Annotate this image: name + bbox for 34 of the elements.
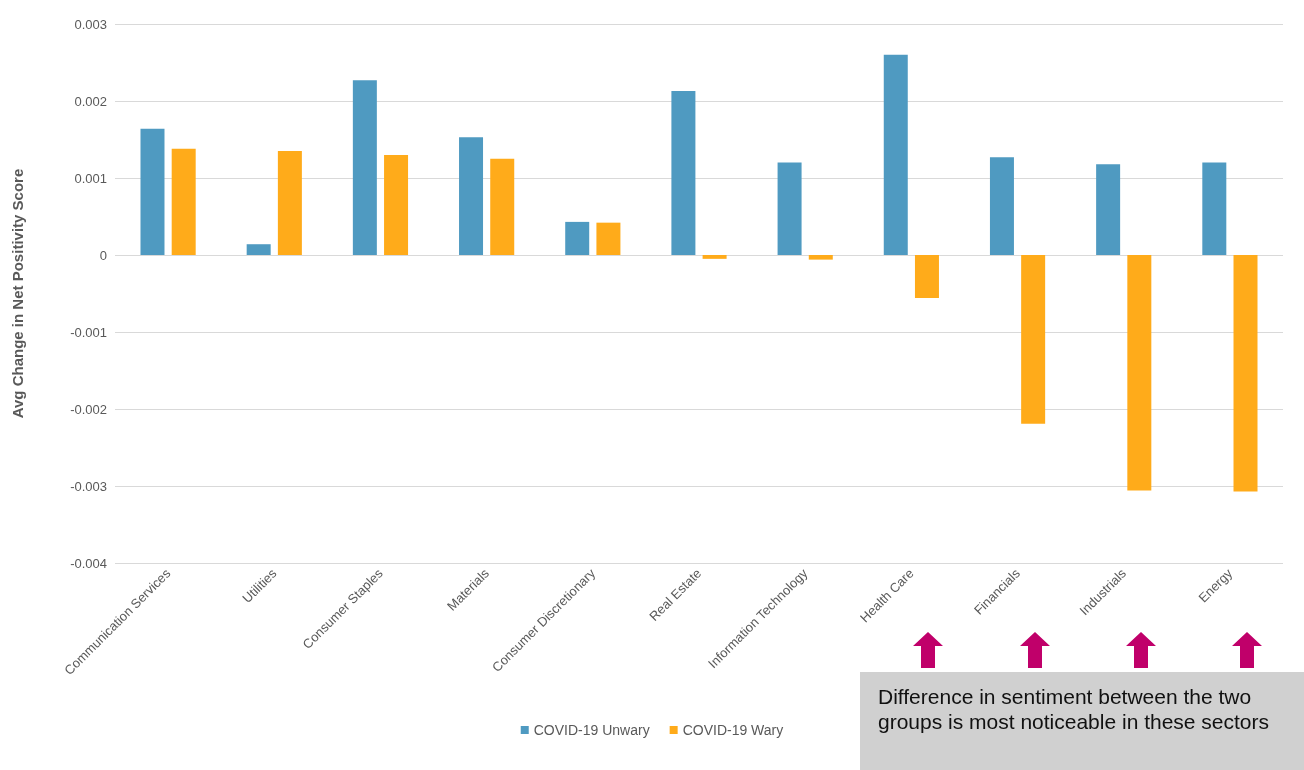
y-tick-label: -0.003 — [70, 478, 107, 494]
bar — [702, 255, 727, 259]
bar — [246, 244, 271, 255]
bar — [1202, 162, 1227, 255]
bar — [883, 54, 908, 255]
bar — [352, 80, 377, 255]
y-tick-label: -0.004 — [70, 555, 107, 571]
legend-label: COVID-19 Unwary — [533, 722, 650, 738]
bar — [277, 151, 302, 255]
bar — [914, 255, 939, 299]
y-tick-label: -0.002 — [70, 401, 107, 417]
bar — [808, 255, 833, 260]
y-axis-title: Avg Change in Net Positivity Score — [9, 168, 26, 419]
bar — [1233, 255, 1258, 492]
y-tick-label: 0.003 — [74, 16, 107, 32]
y-tick-label: -0.001 — [70, 324, 107, 340]
bar — [490, 158, 515, 255]
y-tick-label: 0.002 — [74, 93, 107, 109]
bar — [459, 137, 484, 255]
bar — [1127, 255, 1152, 491]
bar — [1096, 164, 1121, 255]
y-tick-label: 0.001 — [74, 170, 107, 186]
bar — [565, 221, 590, 255]
text: Difference in sentiment between the two groups is most noticeable in these sectors — [860, 672, 1304, 770]
bar — [596, 222, 621, 255]
bar — [384, 154, 409, 255]
bar — [671, 90, 696, 255]
bar — [989, 157, 1014, 255]
bar — [777, 162, 802, 255]
bar — [171, 148, 196, 255]
bar — [140, 128, 165, 255]
bar — [1021, 255, 1046, 424]
y-tick-label: 0 — [99, 247, 107, 263]
legend-label: COVID-19 Wary — [682, 722, 784, 738]
